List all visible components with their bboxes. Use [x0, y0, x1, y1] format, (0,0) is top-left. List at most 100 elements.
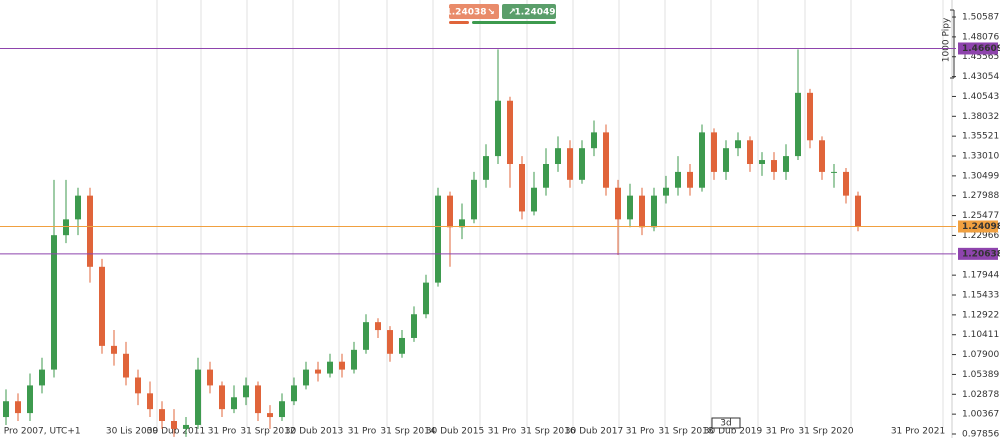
y-tick-label: 1.43054: [962, 72, 999, 82]
candle-body: [27, 385, 33, 414]
candle-body: [243, 385, 249, 398]
y-tick-label: 0.97856: [962, 429, 999, 438]
candle-body: [687, 171, 693, 188]
x-tick-label: 31 Pro: [488, 427, 517, 437]
x-tick-label: 31 Pro: [766, 427, 795, 437]
buy-icon: ↗: [508, 8, 516, 18]
candle-body: [747, 140, 753, 165]
candle-body: [675, 171, 681, 188]
candle-body: [495, 100, 501, 157]
candle-body: [111, 345, 117, 354]
candle-body: [267, 413, 273, 418]
y-tick-label: 1.05389: [962, 370, 999, 380]
candle-body: [207, 369, 213, 386]
buy-button[interactable]: [502, 4, 556, 19]
candle-body: [87, 195, 93, 267]
candle-body: [783, 156, 789, 172]
candle-body: [375, 322, 381, 331]
x-tick-label: 30 Dub 2015: [426, 427, 484, 437]
buy-bar: [472, 21, 556, 24]
candle-body: [303, 369, 309, 386]
candle-body: [663, 187, 669, 196]
candle-body: [435, 195, 441, 283]
candle-body: [171, 420, 177, 429]
candle-body: [51, 235, 57, 370]
y-tick-label: 1.30499: [962, 171, 999, 181]
price-level-tag: [958, 42, 998, 55]
candle-body: [147, 393, 153, 410]
y-tick-label: 1.27988: [962, 191, 999, 201]
candle-body: [831, 171, 837, 173]
candle-body: [855, 195, 861, 227]
candle-body: [555, 148, 561, 165]
sell-bar: [449, 21, 469, 24]
candle-body: [543, 164, 549, 188]
candle-body: [591, 132, 597, 149]
candle-body: [519, 164, 525, 212]
y-tick-label: 1.17944: [962, 271, 999, 281]
price-level-label: 1.20638: [962, 249, 1000, 259]
candle-body: [219, 385, 225, 410]
candle-body: [579, 148, 585, 180]
candle-body: [399, 337, 405, 354]
y-tick-label: 1.38032: [962, 112, 999, 122]
candle-body: [423, 282, 429, 315]
x-tick-label: 31 Pro: [626, 427, 655, 437]
candle-body: [255, 385, 261, 414]
x-tick-label: 31 Srp 2016: [520, 427, 575, 437]
x-tick-label: 30 Lis 2009: [106, 427, 159, 437]
sell-price: 1.24038: [446, 8, 487, 18]
y-tick-label: 1.12922: [962, 310, 999, 320]
buy-price: 1.24049: [515, 8, 556, 18]
x-tick-label: 30 Dub 2019: [704, 427, 763, 437]
y-tick-label: 1.10411: [962, 330, 999, 340]
candle-body: [567, 148, 573, 180]
candle-body: [603, 132, 609, 188]
candle-body: [531, 187, 537, 212]
x-tick-label: 30 Dub 2017: [565, 427, 623, 437]
candle-body: [183, 424, 189, 429]
candle-body: [459, 219, 465, 228]
candle-body: [159, 409, 165, 421]
candle-body: [195, 369, 201, 425]
candle-body: [351, 349, 357, 370]
candle-body: [639, 195, 645, 228]
candle-body: [231, 397, 237, 410]
y-tick-label: 1.40543: [962, 92, 999, 102]
candle-body: [75, 195, 81, 220]
price-level-label: 1.24098: [962, 222, 1000, 232]
x-tick-label: 31 Pro: [348, 427, 377, 437]
candle-body: [615, 187, 621, 220]
y-tick-label: 1.15433: [962, 291, 999, 301]
sell-icon: ↘: [487, 8, 495, 18]
candle-body: [411, 314, 417, 338]
candle-body: [483, 156, 489, 180]
candle-body: [63, 219, 69, 236]
price-level-label: 1.46609: [962, 44, 1000, 54]
candle-body: [3, 401, 9, 418]
candle-body: [711, 132, 717, 172]
candle-body: [507, 100, 513, 165]
candle-body: [651, 195, 657, 228]
x-tick-label: 31 Pro 2007, UTC+1: [0, 427, 81, 437]
x-tick-label: 30 Dub 2011: [147, 427, 205, 437]
pip-ruler: 1000 Pipy: [942, 9, 955, 79]
x-tick-label: 31 Pro 2021: [891, 427, 945, 437]
candle-body: [291, 385, 297, 402]
candle-body: [735, 140, 741, 149]
y-tick-label: 1.50587: [962, 13, 999, 23]
y-tick-label: 1.02878: [962, 390, 999, 400]
y-tick-label: 1.22966: [962, 231, 999, 241]
price-level-tag: [958, 220, 998, 233]
y-tick-label: 1.48076: [962, 32, 999, 42]
x-tick-label: 31 Srp 2014: [380, 427, 435, 437]
candle-body: [819, 140, 825, 172]
candle-body: [339, 361, 345, 370]
candle-body: [387, 330, 393, 354]
sell-button[interactable]: [449, 4, 499, 19]
scale-label: 1000 Pipy: [942, 17, 952, 62]
x-tick-label: 31 Srp 2018: [658, 427, 713, 437]
